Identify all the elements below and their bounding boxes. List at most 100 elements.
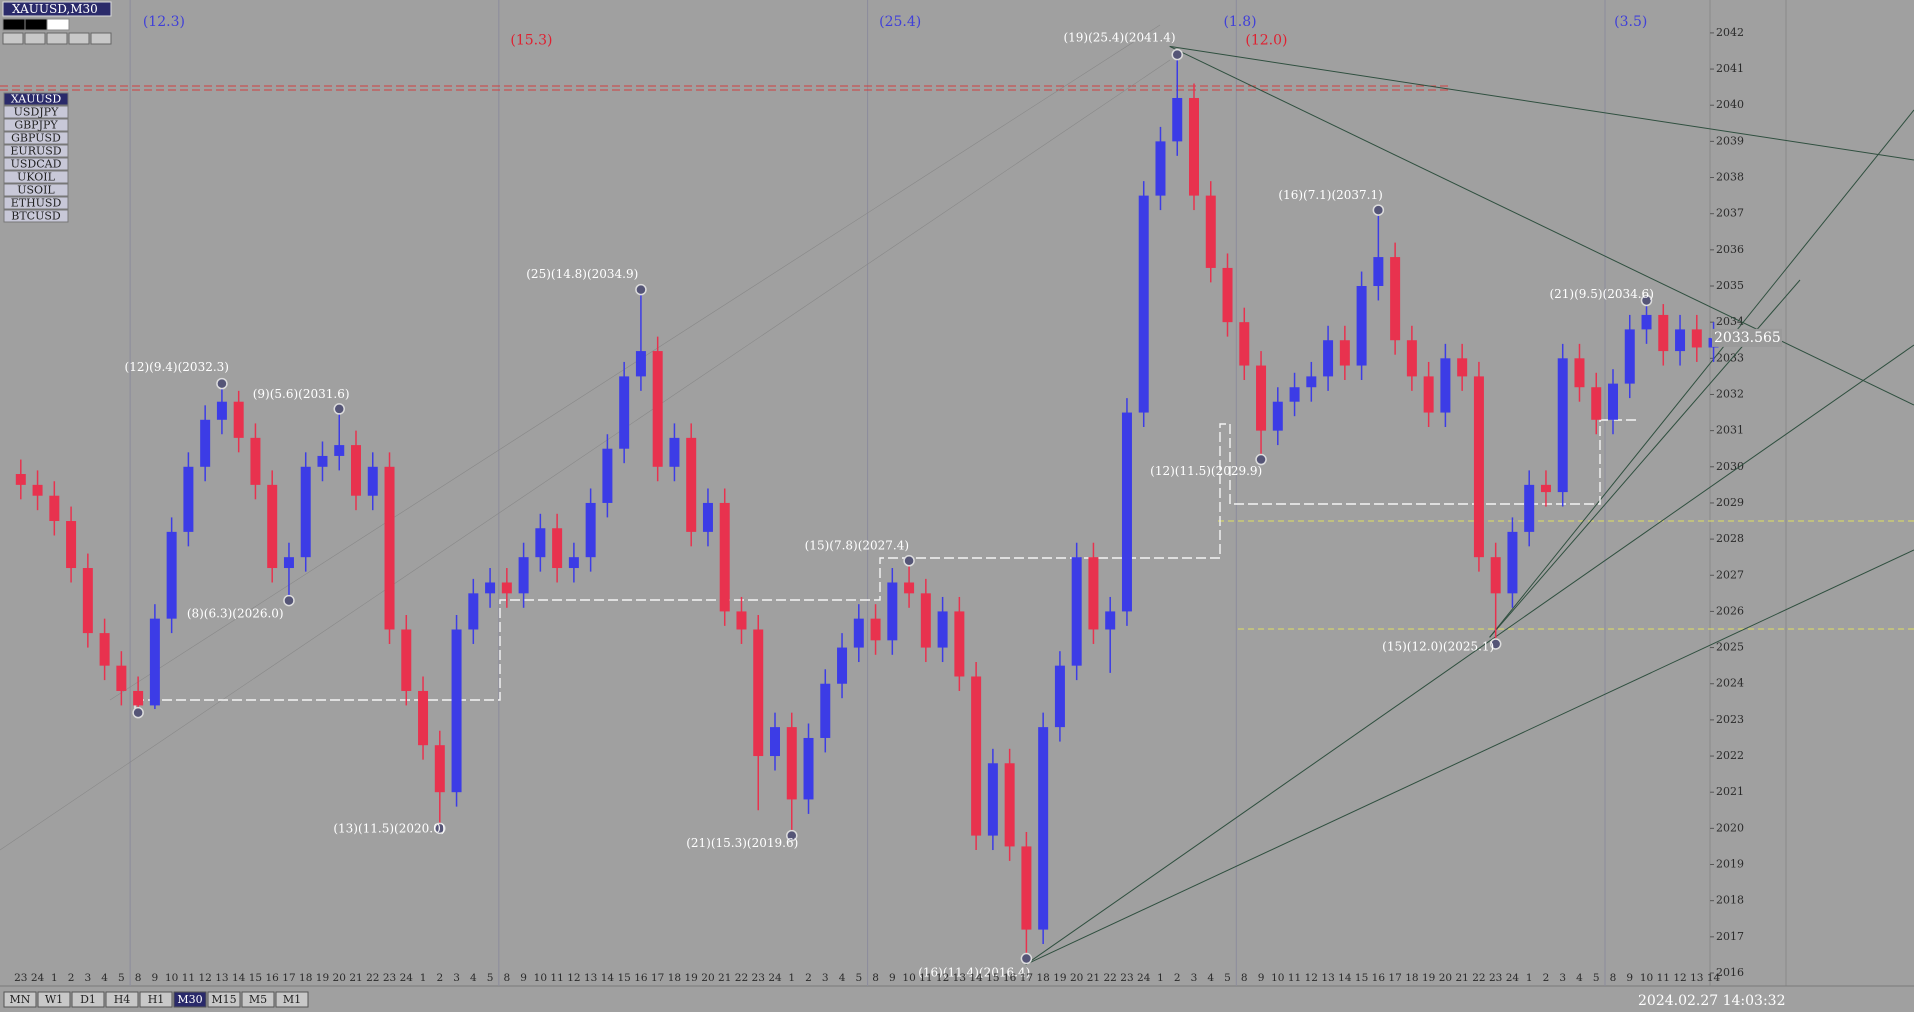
candle-body [1189, 97, 1199, 196]
swing-point [1489, 638, 1502, 650]
symbol-item[interactable]: USDJPY [3, 105, 69, 119]
candle-body [351, 445, 361, 496]
timeframe-button[interactable]: W1 [37, 991, 71, 1008]
candle-body [317, 455, 328, 467]
timeframe-button[interactable]: H4 [105, 991, 139, 1008]
symbol-label: GBPUSD [11, 132, 61, 145]
y-tick-label: 2031 [1716, 424, 1744, 437]
x-tick-label: 2 [805, 972, 812, 984]
candle-body [1406, 340, 1417, 377]
symbol-item[interactable]: GBPJPY [3, 118, 69, 132]
symbol-item[interactable]: ETHUSD [3, 196, 69, 210]
candle-body [518, 557, 529, 594]
x-tick-label: 17 [1020, 972, 1033, 984]
candle-body [702, 502, 713, 532]
x-tick-label: 23 [1120, 972, 1133, 984]
symbol-item[interactable]: GBPUSD [3, 131, 69, 145]
x-tick-label: 19 [685, 972, 698, 984]
x-tick-label: 21 [1455, 972, 1468, 984]
swing-point [903, 555, 915, 567]
tool-button[interactable] [24, 32, 46, 45]
tool-button[interactable] [68, 32, 90, 45]
candle-body [501, 582, 512, 594]
x-tick-label: 22 [1472, 972, 1485, 984]
candle-body [1306, 376, 1317, 388]
candle-body [753, 629, 764, 757]
x-tick-label: 5 [1224, 972, 1231, 984]
symbol-item[interactable]: BTCUSD [3, 209, 69, 223]
candle-body [1373, 257, 1384, 287]
candle-body [1557, 358, 1568, 493]
swing-point [434, 822, 446, 835]
candle-body [334, 445, 345, 456]
x-tick-label: 13 [584, 972, 597, 984]
x-tick-label: 9 [889, 972, 896, 984]
symbol-label: GBPJPY [14, 119, 58, 132]
timeframe-button[interactable]: M15 [207, 991, 241, 1008]
swing-point [1255, 453, 1267, 466]
symbol-item[interactable]: XAUUSD [3, 92, 69, 106]
x-tick-label: 16 [634, 972, 648, 984]
trend-line [0, 59, 1171, 851]
x-tick-label: 24 [768, 972, 782, 984]
candle-body [1105, 611, 1116, 630]
candle-body [937, 611, 948, 648]
timeframe-button[interactable]: H1 [139, 991, 173, 1008]
x-tick-label: 18 [1036, 972, 1049, 984]
y-tick-label: 2035 [1716, 279, 1744, 292]
candle-body [166, 531, 177, 619]
range-label: (12.3) [143, 14, 185, 30]
candle-body [719, 502, 730, 612]
candle-body [1423, 376, 1434, 413]
tool-button[interactable] [2, 32, 24, 45]
x-tick-label: 11 [1288, 972, 1301, 984]
support-steps [134, 419, 1640, 715]
swing-label: (15)(7.8)(2027.4) [805, 538, 909, 552]
candle-body [987, 763, 998, 836]
x-tick-label: 13 [215, 972, 228, 984]
candle-body [1155, 141, 1166, 196]
swing-point [333, 403, 345, 415]
color-swatch [24, 18, 48, 31]
timeframe-button[interactable]: M30 [173, 991, 207, 1008]
tool-button[interactable] [90, 32, 112, 45]
chart-title: XAUUSD,M30 [12, 2, 98, 16]
timeframe-button[interactable]: M5 [241, 991, 275, 1008]
x-tick-label: 24 [31, 972, 45, 984]
timeframe-button[interactable]: D1 [71, 991, 105, 1008]
candle-body [1323, 340, 1334, 377]
candle-body [820, 683, 831, 738]
x-tick-label: 12 [198, 972, 211, 984]
candle-body [149, 618, 160, 706]
timeframe-button[interactable]: MN [3, 991, 37, 1008]
symbol-item[interactable]: UKOIL [3, 170, 69, 184]
candle-body [66, 521, 77, 569]
candle-body [216, 401, 227, 420]
symbol-item[interactable]: EURUSD [3, 144, 69, 158]
x-tick-label: 16 [266, 972, 280, 984]
swing-label: (9)(5.6)(2031.6) [253, 387, 350, 401]
x-tick-label: 19 [316, 972, 329, 984]
swing-label: (12)(9.4)(2032.3) [125, 360, 229, 374]
symbol-box [3, 131, 69, 145]
candle-body [904, 582, 915, 594]
x-tick-label: 18 [299, 972, 312, 984]
symbol-item[interactable]: USOIL [3, 183, 69, 197]
x-tick-label: 23 [14, 972, 27, 984]
symbol-label: EURUSD [10, 145, 61, 158]
candle-body [920, 593, 931, 648]
candle-body [300, 466, 311, 558]
y-tick-label: 2024 [1716, 677, 1744, 690]
y-tick-label: 2040 [1716, 98, 1744, 111]
x-tick-label: 1 [51, 972, 58, 984]
timeframe-button[interactable]: M1 [275, 991, 309, 1008]
symbol-label: ETHUSD [11, 197, 62, 210]
candle-body [1540, 484, 1551, 493]
candle-body [1272, 401, 1283, 431]
x-tick-label: 10 [534, 972, 547, 984]
swing-label: (16)(7.1)(2037.1) [1278, 188, 1382, 202]
symbol-item[interactable]: USDCAD [3, 157, 69, 171]
y-tick-label: 2027 [1716, 568, 1744, 581]
x-tick-label: 11 [182, 972, 195, 984]
tool-button[interactable] [46, 32, 68, 45]
